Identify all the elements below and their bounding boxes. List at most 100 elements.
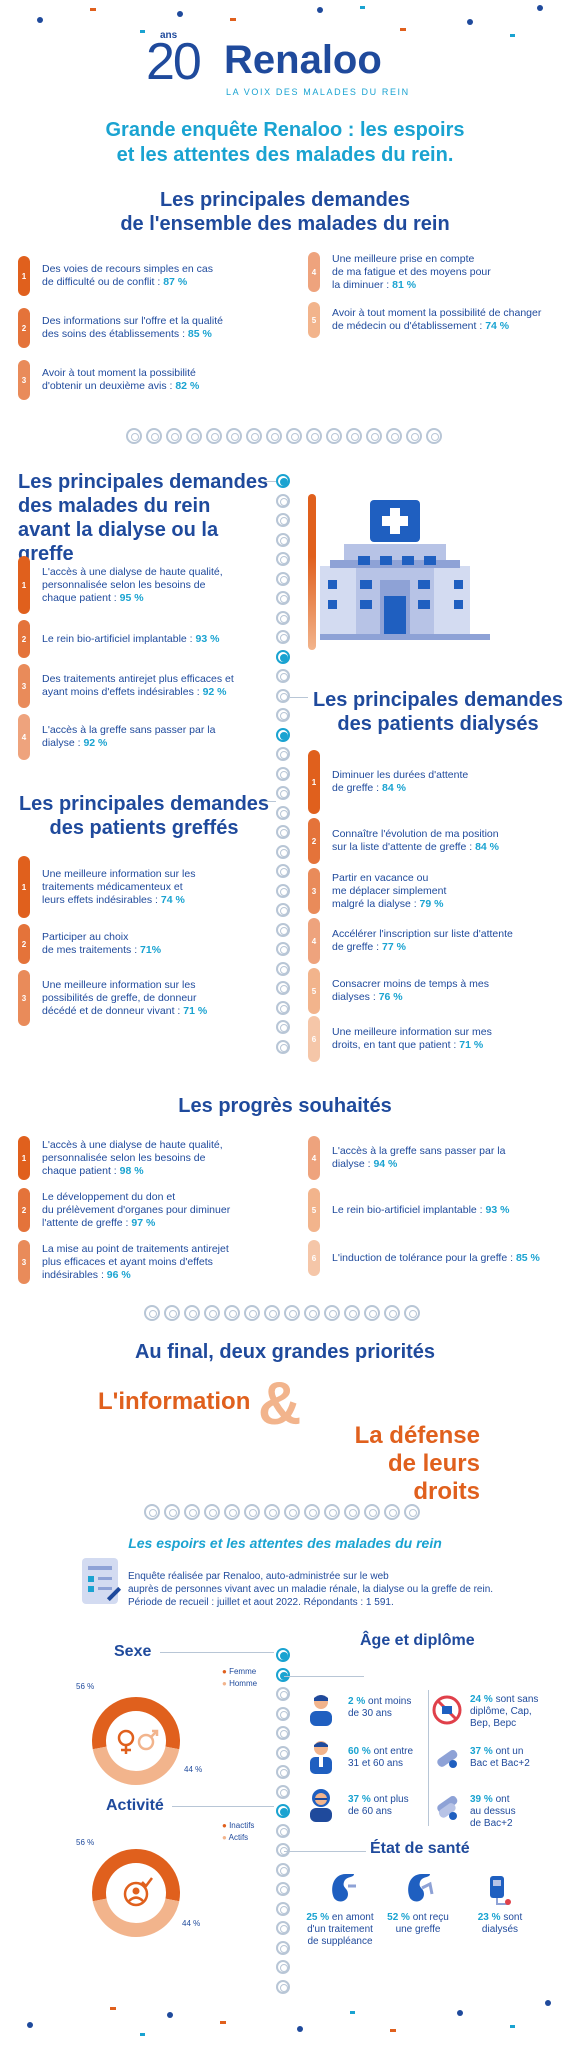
health-stat: 25 % en amont d'un traitement de suppléanc… [306, 1912, 374, 1947]
general-item-line: de ma fatigue et des moyens pour [332, 265, 491, 278]
progress-rank-badge: 2 [18, 1188, 30, 1232]
general-item-line: la diminuer : 81 % [332, 278, 417, 291]
dialysis-item-line: Accélérer l'inscription sur liste d'atte… [332, 928, 513, 940]
logo-anniv-number: 20 [146, 33, 202, 91]
ring-dot [344, 1305, 360, 1321]
age-stat: 37 % ont plus de 60 ans [348, 1794, 409, 1817]
grafted-item-line: Une meilleure information sur les [42, 978, 196, 991]
connector-line [160, 1652, 274, 1653]
dialysis-item-percent: 84 % [382, 782, 406, 794]
ring-dot [304, 1504, 320, 1520]
final-priority-rights-line2: de leurs droits [387, 1450, 480, 1505]
vertical-ring-dot [276, 649, 290, 664]
confetti-bottom-decoration [27, 2000, 551, 2036]
general-item-line: Avoir à tout moment la possibilité de ch… [332, 307, 542, 319]
divider [428, 1690, 429, 1826]
hospital-icon [320, 500, 490, 640]
ring-dot [186, 428, 202, 444]
dialysis-item-text: Accélérer l'inscription sur liste d'atte… [332, 928, 513, 954]
vertical-ring-dot [276, 903, 290, 917]
grafted-item-line: Participer au choix [42, 931, 129, 943]
general-item-line: Avoir à tout moment la possibilité [42, 367, 196, 379]
transplant-kidney-icon [408, 1874, 434, 1902]
vertical-ring-dot [276, 1882, 290, 1896]
vertical-ring-dot [276, 474, 290, 488]
grafted-rank-badge: 2 [18, 924, 30, 964]
vertical-ring-dot [276, 1765, 290, 1779]
sex-legend-homme-label: Homme [229, 1679, 258, 1688]
ring-dot [126, 428, 142, 444]
ring-dot [144, 1305, 160, 1321]
general-item-5: 5 Avoir à tout moment la possibilité de c… [308, 302, 541, 338]
dialysis-item-line: droits, en tant que patient : 71 % [332, 1039, 484, 1051]
general-rank-badge: 5 [308, 302, 320, 338]
ring-dot [384, 1305, 400, 1321]
before-item-percent: 92 % [83, 737, 108, 749]
general-item-1: 1 Des voies de recours simples en cas de d… [18, 256, 213, 296]
general-heading-line2: de l'ensemble des malades du rein [120, 213, 450, 235]
sex-donut-slice [92, 1697, 180, 1750]
vertical-ring-dot [276, 610, 290, 625]
before-item-line: ayant moins d'effets indésirables : 92 % [42, 686, 227, 698]
vertical-ring-dot [276, 1804, 290, 1818]
activity-label-inactifs: 56 % [76, 1838, 95, 1847]
sex-label-femme: 56 % [76, 1682, 95, 1691]
vertical-ring-dot [276, 1667, 290, 1682]
diploma-stat-percent: 37 % [470, 1746, 493, 1757]
general-item-percent: 74 % [485, 320, 510, 332]
senior-person-icon [310, 1789, 332, 1822]
sex-heading: Sexe [114, 1643, 152, 1660]
diploma-stat-percent: 24 % [470, 1694, 493, 1705]
vertical-ring-dot [276, 669, 290, 683]
health-stat: 52 % ont reçu une greffe [387, 1912, 449, 1935]
ring-dot [226, 428, 242, 444]
ring-dot [264, 1305, 280, 1321]
progress-item-line: L'accès à une dialyse de haute qualité, [42, 1138, 223, 1151]
sex-legend: ● Femme ● Homme [222, 1666, 257, 1690]
dialysis-item-percent: 84 % [475, 841, 499, 853]
final-priority-rights-line1: La défense [354, 1422, 480, 1449]
ring-dot [224, 1504, 240, 1520]
progress-item-line: indésirables : 96 % [42, 1268, 131, 1281]
survey-description: Enquête réalisée par Renaloo, auto-admin… [128, 1570, 493, 1609]
before-item-1: 1 L'accès à une dialyse de haute qualité,… [18, 556, 223, 614]
ring-dot [244, 1504, 260, 1520]
progress-heading: Les progrès souhaités [178, 1095, 392, 1117]
progress-item-line: L'induction de tolérance pour la greffe … [332, 1251, 540, 1264]
final-heading: Au final, deux grandes priorités [134, 1341, 436, 1363]
before-rank-badge: 2 [18, 620, 30, 658]
ring-dot [326, 428, 342, 444]
general-item-3: 3 Avoir à tout moment la possibilité d'obt… [18, 360, 199, 400]
progress-item-5: 5 Le rein bio-artificiel implantable : 93… [308, 1188, 509, 1232]
activity-legend-actifs-label: Actifs [228, 1833, 249, 1842]
person-check-icon [123, 1877, 153, 1907]
ring-dot [404, 1305, 420, 1321]
general-item-text: Des voies de recours simples en cas de di… [42, 263, 213, 289]
dialysis-rank-badge: 3 [308, 868, 320, 914]
dialysis-heading-line1: Les principales demandes [312, 689, 564, 711]
vertical-ring-dot [276, 864, 290, 878]
before-item-line: personnalisée selon les besoins de [42, 578, 206, 591]
vertical-ring-dot [276, 630, 290, 644]
general-item-line: de médecin ou d'établissement : 74 % [332, 320, 510, 332]
vertical-ring-dot [276, 591, 290, 605]
progress-item-2: 2 Le développement du don et du prélèvemen… [18, 1188, 230, 1232]
progress-item-line: personnalisée selon les besoins de [42, 1151, 206, 1164]
before-item-3: 3 Des traitements antirejet plus efficace… [18, 664, 234, 708]
dialysis-item-text: Consacrer moins de temps à mes dialyses :… [332, 978, 489, 1004]
ring-dot [244, 1305, 260, 1321]
dialysis-item-text: Une meilleure information sur mes droits,… [332, 1026, 492, 1052]
sex-donut-slice [92, 1746, 180, 1785]
vertical-ring-dot [276, 552, 290, 566]
vertical-ring-dot [276, 942, 290, 956]
ring-dot [264, 1504, 280, 1520]
ring-dot [144, 1504, 160, 1520]
vertical-ring-dot [276, 1726, 290, 1740]
logo: 20 ans Renaloo LA VOIX DES MALADES DU RE… [146, 30, 426, 107]
confetti-top-decoration [37, 5, 543, 37]
dialysis-item-percent: 76 % [378, 991, 403, 1003]
before-item-line: dialyse : 92 % [42, 737, 108, 749]
before-heading-line3: avant la dialyse ou la greffe [18, 519, 219, 565]
vertical-ring-dot [276, 571, 290, 586]
grafted-item-1: 1 Une meilleure information sur les traite… [18, 856, 195, 918]
